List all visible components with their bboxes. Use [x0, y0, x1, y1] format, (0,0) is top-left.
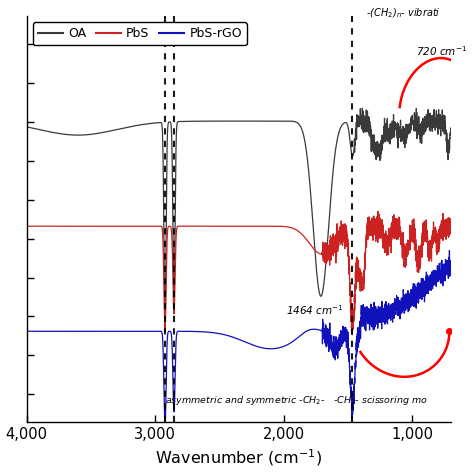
X-axis label: Wavenumber (cm$^{-1}$): Wavenumber (cm$^{-1}$): [155, 448, 322, 468]
PbS-rGO: [435, 273, 441, 279]
PbS-rGO: [205, 329, 211, 335]
Legend: OA, PbS, PbS-rGO: OA, PbS, PbS-rGO: [33, 22, 247, 45]
Text: 2923 cm$^{-1}$: 2923 cm$^{-1}$: [129, 27, 186, 41]
PbS-rGO: [447, 248, 452, 254]
OA: [205, 118, 211, 124]
OA: [435, 131, 441, 137]
PbS-rGO: [162, 427, 168, 432]
PbS: [375, 209, 381, 214]
OA: [359, 105, 365, 111]
PbS: [332, 238, 337, 244]
PbS: [205, 223, 211, 229]
PbS: [448, 223, 454, 229]
PbS: [435, 237, 441, 243]
OA: [24, 124, 29, 130]
Line: OA: OA: [27, 108, 451, 325]
PbS: [202, 223, 208, 229]
PbS: [24, 223, 29, 229]
OA: [332, 153, 337, 158]
Text: 720 cm$^{-1}$: 720 cm$^{-1}$: [416, 44, 467, 58]
OA: [162, 322, 168, 328]
Text: 2853 cm$^{-1}$: 2853 cm$^{-1}$: [152, 27, 210, 41]
PbS-rGO: [332, 342, 337, 347]
PbS-rGO: [225, 333, 231, 338]
OA: [202, 118, 208, 124]
PbS-rGO: [448, 262, 454, 268]
OA: [225, 118, 231, 124]
PbS-rGO: [202, 329, 208, 335]
PbS: [225, 223, 231, 229]
PbS: [414, 254, 419, 260]
OA: [414, 109, 419, 115]
Line: PbS-rGO: PbS-rGO: [27, 251, 451, 429]
Text: asymmetric and symmetric -CH$_2$-: asymmetric and symmetric -CH$_2$-: [165, 394, 325, 407]
PbS-rGO: [414, 290, 419, 295]
PbS-rGO: [24, 328, 29, 334]
PbS: [349, 332, 355, 337]
OA: [448, 125, 454, 131]
Line: PbS: PbS: [27, 211, 451, 335]
Text: -CH$_2$- scissoring mo: -CH$_2$- scissoring mo: [332, 394, 428, 407]
Text: 1464 cm$^{-1}$: 1464 cm$^{-1}$: [286, 303, 344, 317]
Text: -(CH$_2$)$_n$- vibrati: -(CH$_2$)$_n$- vibrati: [366, 6, 440, 19]
